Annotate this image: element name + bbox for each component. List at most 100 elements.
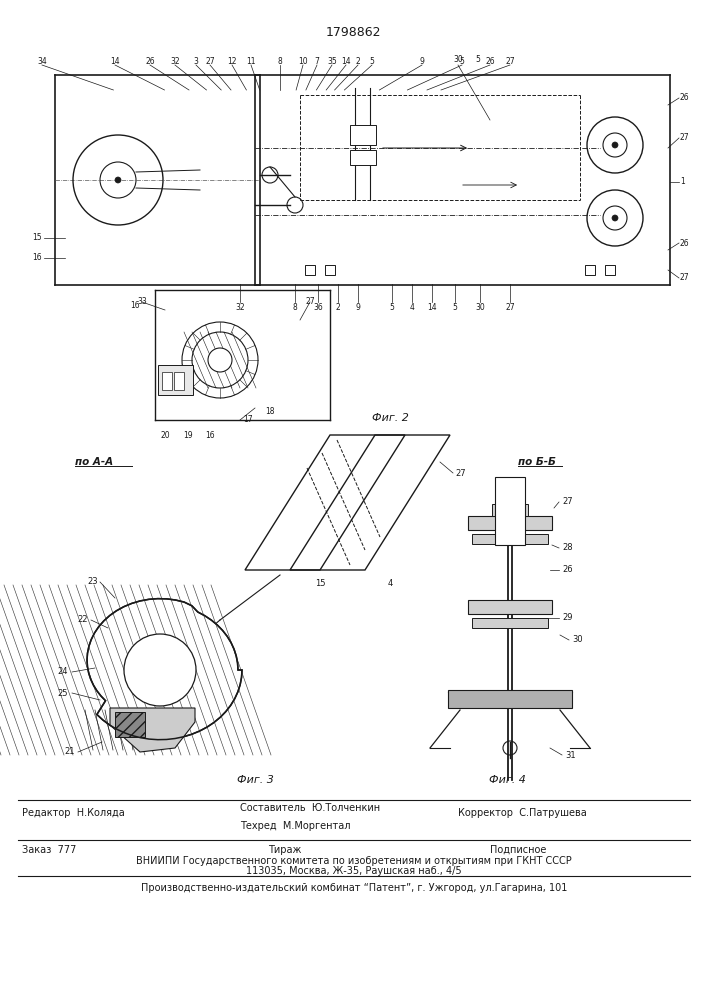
Text: 26: 26 (485, 56, 495, 66)
Text: 9: 9 (356, 302, 361, 312)
Text: 32: 32 (170, 56, 180, 66)
Bar (468, 600, 552, 614)
Text: 22: 22 (78, 615, 88, 624)
Text: 36: 36 (313, 302, 323, 312)
Text: 17: 17 (243, 416, 252, 424)
Text: Составитель  Ю.Толченкин: Составитель Ю.Толченкин (240, 803, 380, 813)
Text: 24: 24 (57, 668, 68, 676)
Text: 16: 16 (130, 300, 140, 310)
Text: Тираж: Тираж (269, 845, 302, 855)
Bar (448, 690, 572, 708)
Text: 14: 14 (341, 56, 351, 66)
Text: 18: 18 (265, 408, 274, 416)
Text: 8: 8 (293, 302, 298, 312)
Bar (115, 712, 145, 737)
Text: 27: 27 (305, 298, 315, 306)
Text: 27: 27 (562, 497, 573, 506)
Text: 5: 5 (452, 302, 457, 312)
Text: Производственно-издательский комбинат “Патент”, г. Ужгород, ул.Гагарина, 101: Производственно-издательский комбинат “П… (141, 883, 567, 893)
Text: 12: 12 (227, 56, 237, 66)
Text: 14: 14 (427, 302, 437, 312)
Text: 29: 29 (562, 613, 573, 622)
Text: 19: 19 (183, 430, 193, 440)
Text: 113035, Москва, Ж-35, Раушская наб., 4/5: 113035, Москва, Ж-35, Раушская наб., 4/5 (246, 866, 462, 876)
Text: 20: 20 (160, 430, 170, 440)
Text: ВНИИПИ Государственного комитета по изобретениям и открытиям при ГКНТ СССР: ВНИИПИ Государственного комитета по изоб… (136, 856, 572, 866)
Circle shape (208, 348, 232, 372)
Bar (305, 265, 315, 275)
Text: 30: 30 (475, 302, 485, 312)
Text: 3: 3 (194, 56, 199, 66)
Text: 1: 1 (680, 178, 685, 186)
Text: 26: 26 (562, 566, 573, 574)
Text: 23: 23 (88, 578, 98, 586)
Bar (350, 150, 376, 165)
Text: 27: 27 (455, 468, 466, 478)
Text: 2: 2 (336, 302, 340, 312)
Text: Фиг. 3: Фиг. 3 (237, 775, 274, 785)
Text: Заказ  777: Заказ 777 (22, 845, 76, 855)
Text: 33: 33 (137, 298, 147, 306)
Text: 4: 4 (409, 302, 414, 312)
Text: Фиг. 2: Фиг. 2 (372, 413, 409, 423)
Text: по Б-Б: по Б-Б (518, 457, 556, 467)
Bar (325, 265, 335, 275)
Text: по А-А: по А-А (75, 457, 113, 467)
Bar (162, 372, 172, 390)
Text: 27: 27 (205, 56, 215, 66)
Text: 25: 25 (57, 688, 68, 698)
Bar (350, 125, 376, 145)
Bar (495, 477, 525, 545)
Text: 30: 30 (572, 636, 583, 645)
Text: 26: 26 (680, 238, 689, 247)
Text: 5: 5 (460, 56, 464, 66)
Text: 1798862: 1798862 (325, 25, 381, 38)
Polygon shape (87, 599, 242, 740)
Text: Редактор  Н.Коляда: Редактор Н.Коляда (22, 808, 124, 818)
Text: Техред  М.Моргентал: Техред М.Моргентал (240, 821, 351, 831)
Text: 26: 26 (145, 56, 155, 66)
Text: 34: 34 (37, 56, 47, 66)
Text: 27: 27 (680, 273, 689, 282)
Text: 5: 5 (370, 56, 375, 66)
Circle shape (124, 634, 196, 706)
Bar (605, 265, 615, 275)
Circle shape (115, 177, 121, 183)
Text: 5: 5 (390, 302, 395, 312)
Text: 5: 5 (476, 55, 481, 64)
Text: 2: 2 (356, 56, 361, 66)
Circle shape (612, 142, 618, 148)
Text: Фиг. 4: Фиг. 4 (489, 775, 525, 785)
Text: 9: 9 (419, 56, 424, 66)
Bar (158, 365, 193, 395)
Text: 15: 15 (33, 233, 42, 242)
Text: 4: 4 (387, 578, 392, 587)
Text: 26: 26 (680, 94, 689, 103)
Text: 28: 28 (562, 544, 573, 552)
Bar (174, 372, 184, 390)
Bar (472, 534, 548, 544)
Text: 27: 27 (506, 56, 515, 66)
Polygon shape (110, 708, 195, 752)
Text: Подписное: Подписное (490, 845, 547, 855)
Bar (468, 516, 552, 530)
Bar (472, 618, 548, 628)
Bar (492, 504, 528, 516)
Text: 14: 14 (110, 56, 119, 66)
Text: 32: 32 (235, 302, 245, 312)
Text: 31: 31 (565, 750, 575, 760)
Text: 27: 27 (506, 302, 515, 312)
Text: 10: 10 (298, 56, 308, 66)
Text: Корректор  С.Патрушева: Корректор С.Патрушева (458, 808, 587, 818)
Text: 16: 16 (33, 253, 42, 262)
Circle shape (612, 215, 618, 221)
Text: 21: 21 (64, 748, 75, 756)
Text: 35: 35 (327, 56, 337, 66)
Text: 27: 27 (680, 133, 689, 142)
Text: 15: 15 (315, 578, 325, 587)
Text: 8: 8 (278, 56, 282, 66)
Text: 11: 11 (246, 56, 256, 66)
Text: 16: 16 (205, 430, 215, 440)
Bar (585, 265, 595, 275)
Text: 7: 7 (315, 56, 320, 66)
